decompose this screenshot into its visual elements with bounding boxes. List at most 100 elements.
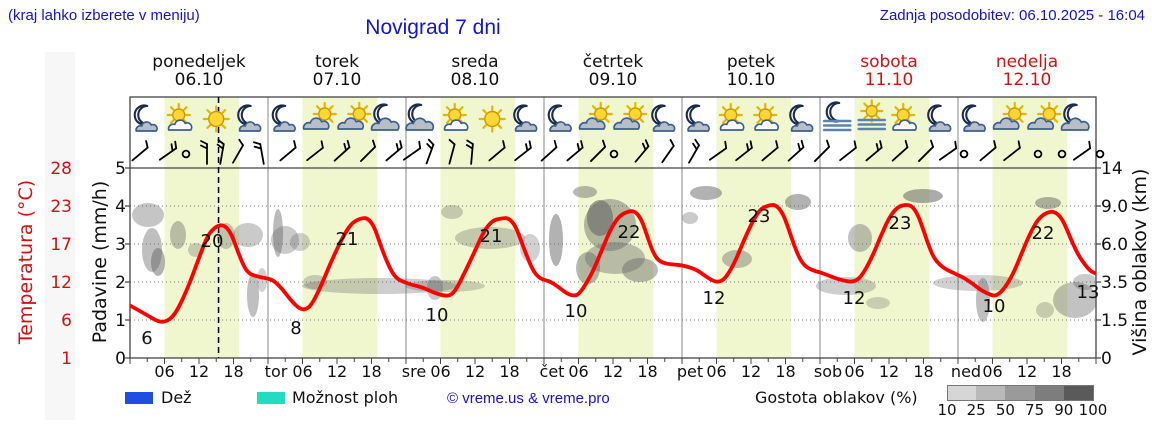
cloud-icon [687, 121, 710, 132]
cloud-icon [1060, 117, 1090, 131]
svg-text:06: 06 [154, 362, 174, 381]
cloud-icon [928, 121, 952, 132]
weather-icon-sun_cloud [442, 102, 469, 131]
day-date: 12.10 [1002, 70, 1052, 90]
weather-icon-cloud_sun [337, 101, 372, 130]
svg-text:06: 06 [706, 362, 726, 381]
x-axis-labels: 06 12 18 tor 06 12 18 sre 06 12 18 čet 06 12 18 pet 06 12… [154, 362, 1071, 381]
svg-text:20: 20 [201, 231, 224, 252]
weather-icon-moon_cloud [927, 104, 952, 132]
svg-text:tor: tor [265, 362, 288, 381]
svg-text:1: 1 [61, 349, 72, 369]
svg-text:12: 12 [703, 288, 726, 309]
svg-text:18: 18 [775, 362, 795, 381]
cloud-density-legend-label: Gostota oblakov (%) [755, 388, 918, 407]
weather-icon-cloud_sun [578, 101, 613, 130]
svg-text:2: 2 [115, 273, 126, 293]
svg-text:23: 23 [50, 197, 72, 217]
weather-icon-moon_cloud [547, 104, 572, 132]
svg-text:14: 14 [1101, 159, 1123, 179]
svg-text:6.0: 6.0 [1101, 235, 1128, 255]
cloud-icon [302, 117, 330, 130]
cloud-icon [1027, 117, 1055, 130]
cloud-icon [135, 121, 158, 132]
svg-text:čet: čet [540, 362, 565, 381]
page-title: Novigrad 7 dni [365, 16, 501, 39]
weather-icon-moon_bigcloud [370, 103, 400, 131]
svg-text:18: 18 [913, 362, 933, 381]
svg-text:sre: sre [402, 362, 426, 381]
svg-text:12: 12 [465, 362, 485, 381]
svg-text:5: 5 [115, 159, 126, 179]
cloud-icon [370, 117, 400, 131]
showers-legend-swatch [257, 392, 285, 404]
day-date: 09.10 [588, 70, 638, 90]
svg-text:10: 10 [426, 305, 449, 326]
weather-icon-cloud_sun [1027, 101, 1062, 130]
sun-icon [588, 101, 613, 127]
density-scale-segment [1005, 385, 1036, 401]
rain-legend-swatch [125, 392, 153, 404]
weather-icon-moon_cloud [961, 104, 986, 132]
weather-icon-sun_cloud [891, 102, 917, 131]
svg-text:8: 8 [290, 318, 301, 339]
day-name: sobota [860, 52, 918, 72]
day-date: 06.10 [174, 70, 224, 90]
cloud-icon [613, 117, 641, 130]
weather-icon-moon_bigcloud [1060, 103, 1090, 131]
svg-text:10: 10 [983, 296, 1006, 317]
day-name: četrtek [582, 52, 644, 72]
svg-text:6: 6 [141, 328, 152, 349]
cloud-icon [892, 119, 917, 131]
cloud-icon [443, 119, 469, 131]
copyright-link[interactable]: © vreme.us & vreme.pro [447, 390, 610, 407]
day-name: ponedeljek [152, 52, 246, 72]
svg-text:06: 06 [844, 362, 864, 381]
density-scale-segment [947, 385, 979, 401]
svg-text:10: 10 [565, 301, 588, 322]
svg-text:6: 6 [61, 311, 72, 331]
cloud-icon [167, 119, 193, 131]
svg-text:06: 06 [292, 362, 312, 381]
cloud-icon [790, 121, 814, 132]
svg-text:21: 21 [480, 226, 503, 247]
svg-text:06: 06 [430, 362, 450, 381]
chart-grid [125, 96, 1101, 364]
svg-text:23: 23 [889, 213, 912, 234]
svg-text:4: 4 [115, 197, 126, 217]
svg-text:12: 12 [50, 273, 72, 293]
sun-icon [860, 99, 884, 123]
svg-text:0: 0 [1101, 349, 1112, 369]
svg-text:18: 18 [637, 362, 657, 381]
weather-icon-cloud_sun [613, 101, 648, 130]
svg-text:1: 1 [115, 311, 126, 331]
cloud-icon [963, 121, 986, 132]
svg-text:12: 12 [741, 362, 761, 381]
day-name: nedelja [995, 52, 1059, 72]
svg-text:9.0: 9.0 [1101, 197, 1128, 217]
cloud-cover-blobs [132, 186, 1096, 322]
svg-text:18: 18 [1051, 362, 1071, 381]
density-scale-tick: 10 [937, 401, 957, 419]
cloud-icon [652, 121, 676, 132]
sun-icon [442, 102, 467, 128]
location-hint: (kraj lahko izberete v meniju) [8, 7, 200, 24]
svg-text:12: 12 [843, 288, 866, 309]
weather-icons [133, 99, 1090, 133]
cloud-icon [405, 117, 435, 131]
svg-text:22: 22 [1032, 223, 1055, 244]
weather-icon-sun [202, 105, 230, 133]
svg-text:28: 28 [50, 159, 72, 179]
weather-icon-sun_cloud [753, 102, 779, 131]
weather-icon-cloud_sun [992, 101, 1027, 130]
temperature-curve [130, 203, 1096, 324]
svg-text:0: 0 [115, 349, 126, 369]
weather-icon-cloud_sun [302, 101, 337, 130]
day-date: 11.10 [864, 70, 914, 90]
cloud-icon [578, 117, 606, 130]
cloud-icon [754, 119, 779, 131]
weather-icon-moon_bigcloud [405, 103, 435, 131]
